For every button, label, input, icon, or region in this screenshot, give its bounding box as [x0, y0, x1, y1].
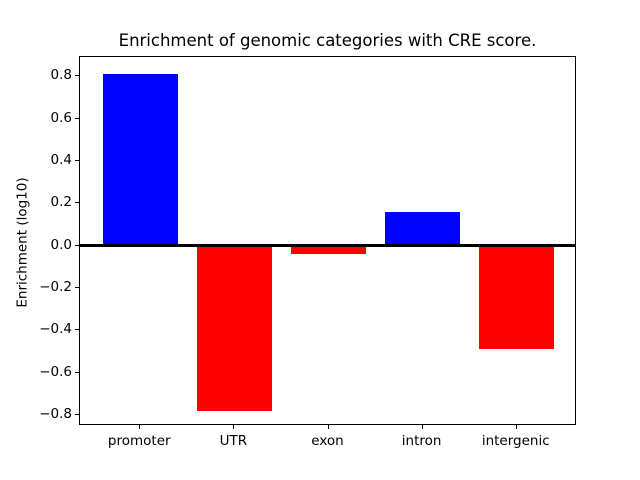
- x-tick-mark: [233, 425, 235, 429]
- y-tick-mark: [75, 117, 79, 119]
- y-tick-label: −0.2: [39, 279, 72, 296]
- y-tick-label: −0.6: [39, 363, 72, 380]
- bar-UTR: [196, 245, 273, 411]
- bar-exon: [290, 245, 367, 255]
- y-tick-label: 0.6: [50, 109, 72, 126]
- y-tick-label: 0.8: [50, 67, 72, 84]
- x-tick-mark: [515, 425, 517, 429]
- x-tick-label-UTR: UTR: [219, 433, 248, 449]
- x-tick-mark: [139, 425, 141, 429]
- x-tick-label-promoter: promoter: [107, 433, 171, 449]
- y-tick-mark: [75, 371, 79, 373]
- y-tick-label: 0.0: [50, 236, 72, 253]
- x-tick-label-intergenic: intergenic: [481, 433, 550, 449]
- y-tick-mark: [75, 160, 79, 162]
- y-tick-label: −0.8: [39, 405, 72, 422]
- bar-promoter: [102, 74, 178, 246]
- y-tick-mark: [75, 287, 79, 289]
- zero-line: [80, 244, 575, 248]
- bar-intron: [384, 211, 461, 246]
- x-tick-mark: [421, 425, 423, 429]
- y-tick-mark: [75, 413, 79, 415]
- y-tick-mark: [75, 202, 79, 204]
- chart-title: Enrichment of genomic categories with CR…: [118, 31, 537, 50]
- y-tick-label: −0.4: [39, 321, 72, 338]
- y-tick-mark: [75, 329, 79, 331]
- x-tick-label-exon: exon: [311, 433, 344, 449]
- bar-intergenic: [479, 245, 555, 350]
- y-tick-mark: [75, 75, 79, 77]
- x-tick-label-intron: intron: [401, 433, 442, 449]
- plot-area: [79, 56, 576, 425]
- y-tick-label: 0.4: [50, 152, 72, 169]
- y-tick-label: 0.2: [50, 194, 72, 211]
- x-tick-mark: [327, 425, 329, 429]
- y-tick-mark: [75, 244, 79, 246]
